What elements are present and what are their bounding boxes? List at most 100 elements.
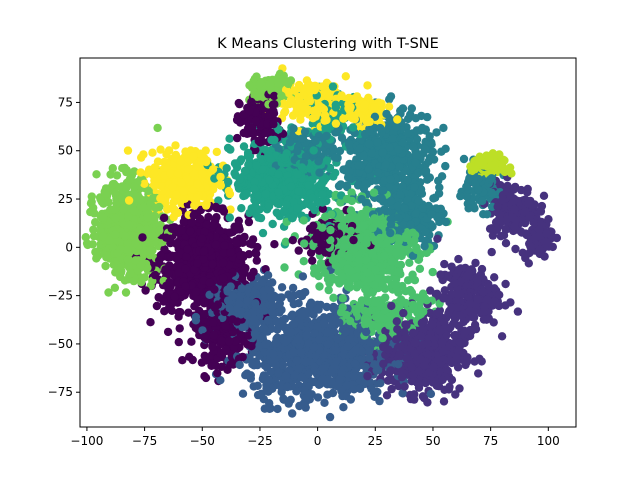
data-point (501, 239, 511, 248)
data-point (129, 276, 138, 286)
data-point (336, 198, 345, 207)
data-point (267, 128, 276, 137)
data-point (226, 205, 235, 214)
data-point (423, 398, 432, 407)
data-point (284, 399, 293, 408)
data-point (441, 161, 450, 171)
data-point (140, 179, 149, 188)
data-point (482, 210, 492, 219)
data-point (423, 112, 432, 122)
data-point (439, 123, 448, 133)
data-point (238, 238, 247, 247)
data-point (238, 389, 248, 398)
chart-title: K Means Clustering with T-SNE (217, 36, 439, 52)
data-point (432, 128, 441, 137)
data-point (92, 254, 101, 263)
data-point (224, 177, 233, 187)
data-point (273, 404, 282, 414)
data-point (453, 363, 463, 372)
data-point (225, 134, 234, 143)
data-point (89, 225, 98, 234)
data-point (495, 290, 504, 300)
data-point (288, 409, 297, 418)
data-point (405, 258, 414, 267)
data-point (325, 412, 335, 422)
data-point (123, 146, 133, 155)
data-point (539, 191, 549, 200)
data-point (393, 268, 403, 277)
data-point (384, 275, 393, 284)
data-point (101, 261, 110, 271)
data-point (497, 332, 507, 341)
data-point (387, 384, 396, 394)
data-point (216, 376, 225, 385)
data-point (239, 142, 249, 151)
data-point (288, 111, 298, 120)
data-point (398, 389, 407, 398)
data-point (266, 292, 276, 302)
data-point (361, 285, 370, 294)
data-point (324, 285, 333, 295)
data-point (237, 204, 246, 213)
data-point (281, 107, 290, 116)
data-point (272, 208, 281, 217)
data-point (88, 240, 98, 249)
data-point (106, 170, 115, 179)
data-point (403, 276, 413, 285)
data-point (233, 133, 242, 143)
data-point (153, 123, 162, 133)
data-point (396, 260, 406, 270)
data-point (215, 226, 225, 235)
data-point (111, 188, 120, 197)
data-point (276, 382, 286, 391)
data-point (160, 245, 169, 254)
data-point (89, 231, 99, 241)
data-point (280, 263, 289, 272)
data-point (447, 375, 457, 385)
data-point (174, 337, 183, 347)
data-point (426, 286, 435, 295)
data-point (156, 145, 165, 154)
data-point (121, 288, 131, 297)
data-point (159, 213, 169, 223)
data-point (298, 272, 308, 281)
data-point (496, 181, 505, 190)
data-point (281, 237, 290, 246)
data-point (252, 256, 261, 265)
data-point (507, 169, 516, 178)
data-point (335, 146, 345, 156)
data-point (441, 144, 450, 153)
data-point (137, 153, 146, 162)
data-points (81, 64, 561, 422)
data-point (163, 327, 173, 337)
data-point (187, 337, 196, 346)
data-point (292, 387, 301, 396)
data-point (320, 398, 329, 407)
data-point (270, 240, 279, 249)
data-point (323, 390, 332, 399)
data-point (148, 148, 157, 157)
data-point (439, 397, 449, 406)
data-point (485, 224, 495, 233)
data-point (222, 164, 231, 173)
data-point (249, 267, 258, 277)
data-point (204, 212, 213, 222)
data-point (501, 279, 510, 289)
data-point (164, 146, 174, 155)
data-point (536, 207, 546, 216)
data-point (464, 204, 473, 213)
data-point (421, 378, 430, 388)
data-point (258, 228, 268, 238)
data-point (225, 213, 234, 222)
data-point (146, 318, 155, 327)
data-point (412, 245, 421, 255)
data-point (398, 182, 407, 191)
data-point (152, 301, 162, 311)
data-point (283, 382, 292, 392)
data-point (112, 171, 122, 180)
data-point (91, 247, 100, 257)
data-point (434, 176, 443, 185)
data-point (336, 180, 345, 189)
data-point (490, 273, 499, 282)
